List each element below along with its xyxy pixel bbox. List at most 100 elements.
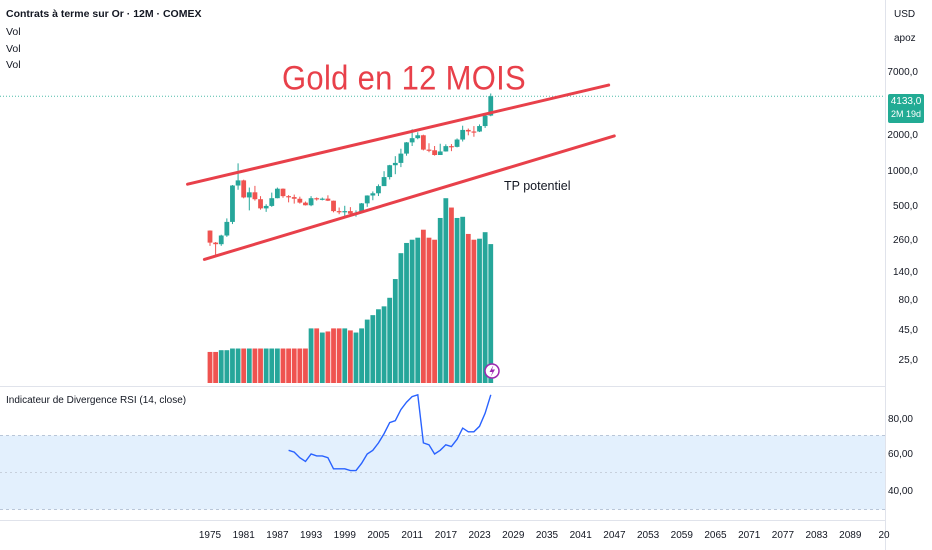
volume-bar <box>381 306 387 383</box>
candle-body <box>224 221 230 236</box>
candle-body <box>286 196 292 198</box>
volume-bar <box>274 348 280 383</box>
rsi-tick-label: 60,00 <box>887 449 913 460</box>
time-tick-label: 1999 <box>333 530 356 541</box>
rsi-line <box>288 393 492 472</box>
volume-bar <box>359 328 365 383</box>
scale-mode-label[interactable]: apoz <box>894 33 916 44</box>
candle-body <box>477 126 482 132</box>
volume-bar <box>347 330 353 383</box>
volume-bar <box>213 351 219 383</box>
rsi-band <box>0 435 885 510</box>
last-price-value: 4133,0 <box>890 96 922 107</box>
candle-body <box>308 198 314 206</box>
volume-bar <box>280 348 286 383</box>
candle-body <box>364 195 370 204</box>
volume-bar <box>392 279 398 383</box>
time-tick-label: 2011 <box>401 530 423 541</box>
candle-body <box>449 146 454 148</box>
volume-bar <box>437 217 443 383</box>
time-tick-label: 2041 <box>569 530 592 541</box>
candle-body <box>218 235 224 245</box>
lightning-bolt <box>489 365 495 377</box>
volume-legend-3[interactable]: Vol <box>6 59 21 71</box>
tp-annotation[interactable]: TP potentiel <box>504 179 571 193</box>
rsi-indicator-title[interactable]: Indicateur de Divergence RSI (14, close) <box>6 395 187 406</box>
candle-body <box>280 188 286 197</box>
volume-bar <box>303 348 308 383</box>
time-tick-label: 1975 <box>198 530 222 541</box>
time-tick-label: 2071 <box>738 530 761 541</box>
candle-body <box>359 203 365 213</box>
candle-body <box>269 198 275 206</box>
price-tick-label: 260,0 <box>892 235 918 246</box>
candle-body <box>465 129 471 132</box>
volume-bar <box>286 348 292 383</box>
candle-body <box>230 185 235 222</box>
bar-countdown: 2M 19d <box>890 109 922 119</box>
time-tick-label: 2005 <box>367 530 390 541</box>
volume-bar <box>308 328 314 383</box>
price-tick-label: 2000,0 <box>887 130 918 141</box>
price-tick-label: 500,0 <box>892 201 918 212</box>
rsi-tick-label: 80,00 <box>887 414 913 425</box>
volume-bar <box>319 332 325 383</box>
price-tick-label: 25,0 <box>898 355 918 366</box>
candle-body <box>314 198 320 200</box>
candle-body <box>291 197 297 199</box>
volume-bar <box>235 348 241 383</box>
candle-body <box>437 151 443 156</box>
candle-body <box>331 200 336 212</box>
candle-body <box>258 199 263 209</box>
volume-bar <box>246 348 252 383</box>
volume-legend-2[interactable]: Vol <box>6 43 21 55</box>
volume-bar <box>207 351 213 383</box>
last-price-tag: 4133,0 2M 19d <box>888 94 924 123</box>
volume-bar <box>364 319 370 383</box>
volume-bar <box>404 242 409 383</box>
time-tick-label: 2089 <box>839 530 862 541</box>
candle-body <box>420 135 426 150</box>
candle-body <box>342 211 348 213</box>
time-tick-label: 2053 <box>636 530 660 541</box>
volume-bar <box>269 348 275 383</box>
time-tick-label: 1993 <box>299 530 323 541</box>
time-tick-label: 2059 <box>670 530 693 541</box>
time-tick-label: 2017 <box>434 530 458 541</box>
candle-body <box>482 115 488 127</box>
volume-bar <box>426 237 432 383</box>
candle-body <box>274 188 280 199</box>
time-tick-label: 2083 <box>805 530 828 541</box>
volume-bar <box>291 348 297 383</box>
volume-bar <box>432 239 437 383</box>
candle-body <box>415 135 421 139</box>
time-tick-label: 2077 <box>771 530 795 541</box>
volume-bar <box>477 238 482 383</box>
candle-body <box>319 198 325 200</box>
volume-bar <box>460 216 466 383</box>
trendline-upper <box>186 83 611 186</box>
time-tick-label: 2023 <box>468 530 491 541</box>
candle-body <box>387 165 393 178</box>
price-tick-label: 1000,0 <box>887 166 918 177</box>
volume-bar <box>297 348 303 383</box>
currency-label[interactable]: USD <box>894 9 916 20</box>
candle-body <box>263 205 269 209</box>
candle-body <box>325 198 331 201</box>
symbol-title[interactable]: Contrats à terme sur Or · 12M · COMEX <box>6 8 202 20</box>
price-tick-label: 140,0 <box>892 267 918 278</box>
candle-body <box>471 131 477 133</box>
time-tick-label: 1981 <box>232 530 255 541</box>
candle-body <box>426 149 432 151</box>
rsi-tick-label: 40,00 <box>887 486 913 497</box>
candle-body <box>347 211 353 214</box>
chart-annotation-title[interactable]: Gold en 12 MOIS <box>282 58 527 98</box>
volume-bar <box>415 237 421 383</box>
volume-bar <box>252 348 258 383</box>
candle-body <box>252 192 258 200</box>
volume-bar <box>465 233 471 383</box>
candle-body <box>443 146 449 152</box>
volume-legend-1[interactable]: Vol <box>6 26 21 38</box>
volume-bar <box>409 239 415 383</box>
